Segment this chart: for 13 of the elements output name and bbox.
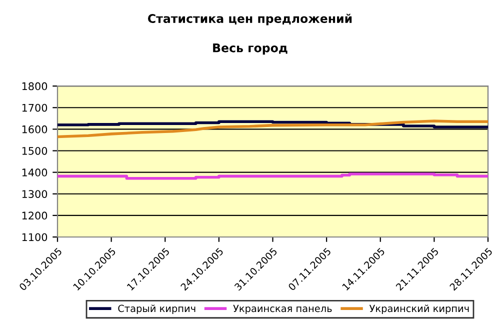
- y-tick-label: 1400: [22, 168, 48, 176]
- y-tick-label: 1300: [22, 190, 48, 198]
- y-tick-label: 1500: [22, 146, 48, 155]
- y-tick-label: 1100: [22, 233, 48, 242]
- legend-label: Украинская панель: [233, 304, 332, 314]
- y-tick-label: 1800: [22, 82, 48, 90]
- legend-label: Старый кирпич: [118, 304, 196, 314]
- chart-subtitle: Весь город: [213, 44, 288, 55]
- chart-title: Статистика цен предложений: [148, 14, 352, 26]
- y-tick-label: 1700: [22, 104, 48, 112]
- y-tick-label: 1200: [22, 212, 48, 220]
- legend-label: Украинский кирпич: [369, 304, 469, 314]
- y-tick-label: 1600: [22, 125, 48, 134]
